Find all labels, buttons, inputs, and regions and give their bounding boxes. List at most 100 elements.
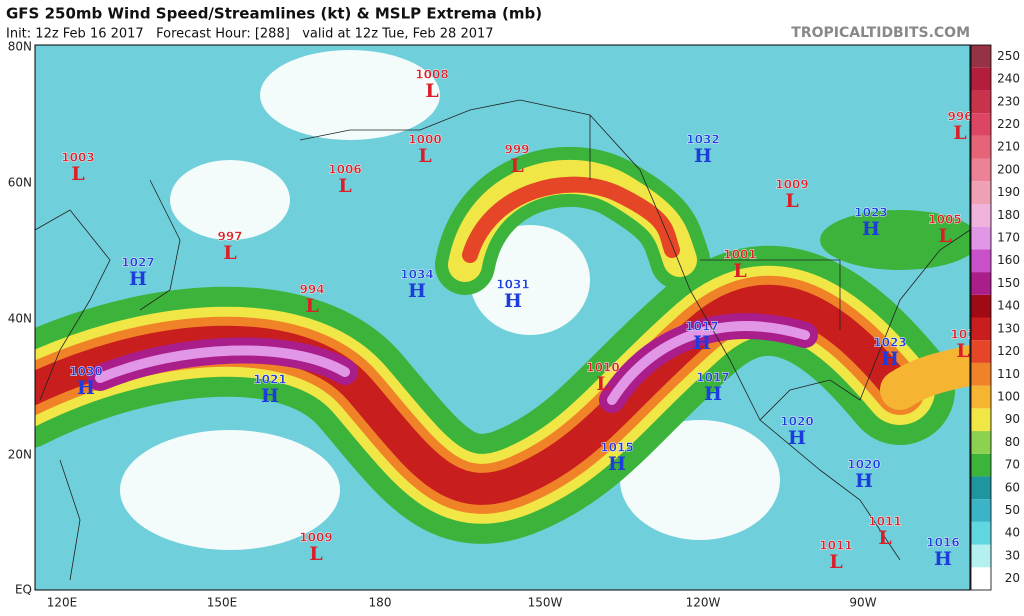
pressure-value: 1023 xyxy=(873,336,906,350)
colorbar-label: 230 xyxy=(997,94,1020,108)
colorbar-swatch xyxy=(971,476,991,500)
colorbar-swatch xyxy=(971,499,991,522)
pressure-value: 1009 xyxy=(775,178,808,192)
colorbar-label: 20 xyxy=(1005,571,1020,585)
colorbar-label: 110 xyxy=(997,367,1020,381)
lon-label: 150W xyxy=(528,596,563,610)
pressure-centers: 1003L997L1027H1006L1000L1008L999L994L103… xyxy=(61,67,975,573)
pressure-value: 101 xyxy=(950,328,975,342)
pressure-value: 1027 xyxy=(121,256,154,270)
pressure-letter: H xyxy=(881,348,899,370)
pressure-value: 1020 xyxy=(847,458,880,472)
colorbar-label: 120 xyxy=(997,344,1020,358)
calm-area xyxy=(260,50,440,140)
jet-area xyxy=(820,210,970,270)
pressure-letter: H xyxy=(934,548,952,570)
pressure-letter: L xyxy=(956,340,969,362)
colorbar-label: 90 xyxy=(1005,412,1020,426)
pressure-letter: H xyxy=(504,290,522,312)
colorbar-label: 180 xyxy=(997,208,1020,222)
pressure-letter: H xyxy=(77,377,95,399)
colorbar-label: 40 xyxy=(1005,526,1020,540)
lon-label: 150E xyxy=(207,596,238,610)
pressure-value: 1015 xyxy=(600,441,633,455)
colorbar-swatch xyxy=(971,408,991,432)
pressure-value: 1031 xyxy=(496,278,529,292)
colorbar-swatch xyxy=(971,317,991,341)
colorbar-label: 60 xyxy=(1005,480,1020,494)
colorbar-swatch xyxy=(971,567,991,590)
pressure-letter: H xyxy=(261,385,279,407)
lon-label: 120E xyxy=(47,596,78,610)
lat-label: 60N xyxy=(8,176,32,190)
lon-label: 180 xyxy=(369,596,392,610)
lat-label: 20N xyxy=(8,448,32,462)
calm-area xyxy=(620,420,780,540)
colorbar-label: 130 xyxy=(997,321,1020,335)
pressure-value: 1011 xyxy=(819,539,852,553)
pressure-letter: L xyxy=(309,543,322,565)
pressure-letter: L xyxy=(71,163,84,185)
lon-label: 120W xyxy=(686,596,721,610)
colorbar-label: 80 xyxy=(1005,435,1020,449)
colorbar-swatch xyxy=(971,67,991,91)
pressure-value: 997 xyxy=(217,230,242,244)
calm-area xyxy=(120,430,340,550)
colorbar-swatch xyxy=(971,90,991,114)
site-label: TROPICALTIDBITS.COM xyxy=(791,25,970,41)
pressure-value: 1032 xyxy=(686,133,719,147)
pressure-value: 994 xyxy=(299,283,324,297)
colorbar-swatch xyxy=(971,135,991,159)
pressure-value: 1020 xyxy=(780,415,813,429)
pressure-letter: L xyxy=(785,190,798,212)
colorbar-swatch xyxy=(971,249,991,273)
pressure-letter: H xyxy=(862,218,880,240)
pressure-letter: L xyxy=(596,373,609,395)
lat-label: 40N xyxy=(8,312,32,326)
pressure-letter: L xyxy=(938,225,951,247)
pressure-value: 1017 xyxy=(696,371,729,385)
colorbar-label: 150 xyxy=(997,276,1020,290)
pressure-letter: L xyxy=(305,295,318,317)
lat-label: 80N xyxy=(8,40,32,54)
colorbar-swatch xyxy=(971,294,991,318)
colorbar-swatch xyxy=(971,385,991,409)
coastlines xyxy=(35,99,970,581)
colorbar-label: 30 xyxy=(1005,548,1020,562)
pressure-value: 1003 xyxy=(61,151,94,165)
colorbar-swatch xyxy=(971,362,991,386)
colorbar-swatch xyxy=(971,544,991,568)
subtitle: Init: 12z Feb 16 2017 Forecast Hour: [28… xyxy=(6,27,494,42)
colorbar-swatch xyxy=(971,181,991,204)
pressure-letter: L xyxy=(338,175,351,197)
pressure-letter: H xyxy=(408,280,426,302)
colorbar-swatch xyxy=(971,158,991,182)
colorbar-label: 160 xyxy=(997,253,1020,267)
pressure-letter: L xyxy=(953,122,966,144)
colorbar-swatch xyxy=(971,453,991,477)
colorbar-label: 190 xyxy=(997,185,1020,199)
pressure-letter: L xyxy=(829,551,842,573)
pressure-letter: H xyxy=(788,427,806,449)
pressure-letter: L xyxy=(418,145,431,167)
pressure-letter: H xyxy=(608,453,626,475)
colorbar-label: 200 xyxy=(997,162,1020,176)
colorbar-label: 220 xyxy=(997,117,1020,131)
colorbar-swatch xyxy=(971,521,991,545)
colorbar-label: 170 xyxy=(997,231,1020,245)
pressure-letter: H xyxy=(855,470,873,492)
pressure-value: 1021 xyxy=(253,373,286,387)
pressure-value: 1030 xyxy=(69,365,102,379)
pressure-value: 1010 xyxy=(586,361,619,375)
colorbar-label: 50 xyxy=(1005,503,1020,517)
lon-label: 90W xyxy=(849,596,876,610)
pressure-letter: H xyxy=(693,332,711,354)
colorbar-swatch xyxy=(971,203,991,227)
colorbar-label: 250 xyxy=(997,49,1020,63)
pressure-value: 999 xyxy=(504,143,529,157)
colorbar-label: 70 xyxy=(1005,458,1020,472)
pressure-value: 996 xyxy=(947,110,972,124)
pressure-value: 1034 xyxy=(400,268,433,282)
colorbar-swatch xyxy=(971,113,991,136)
